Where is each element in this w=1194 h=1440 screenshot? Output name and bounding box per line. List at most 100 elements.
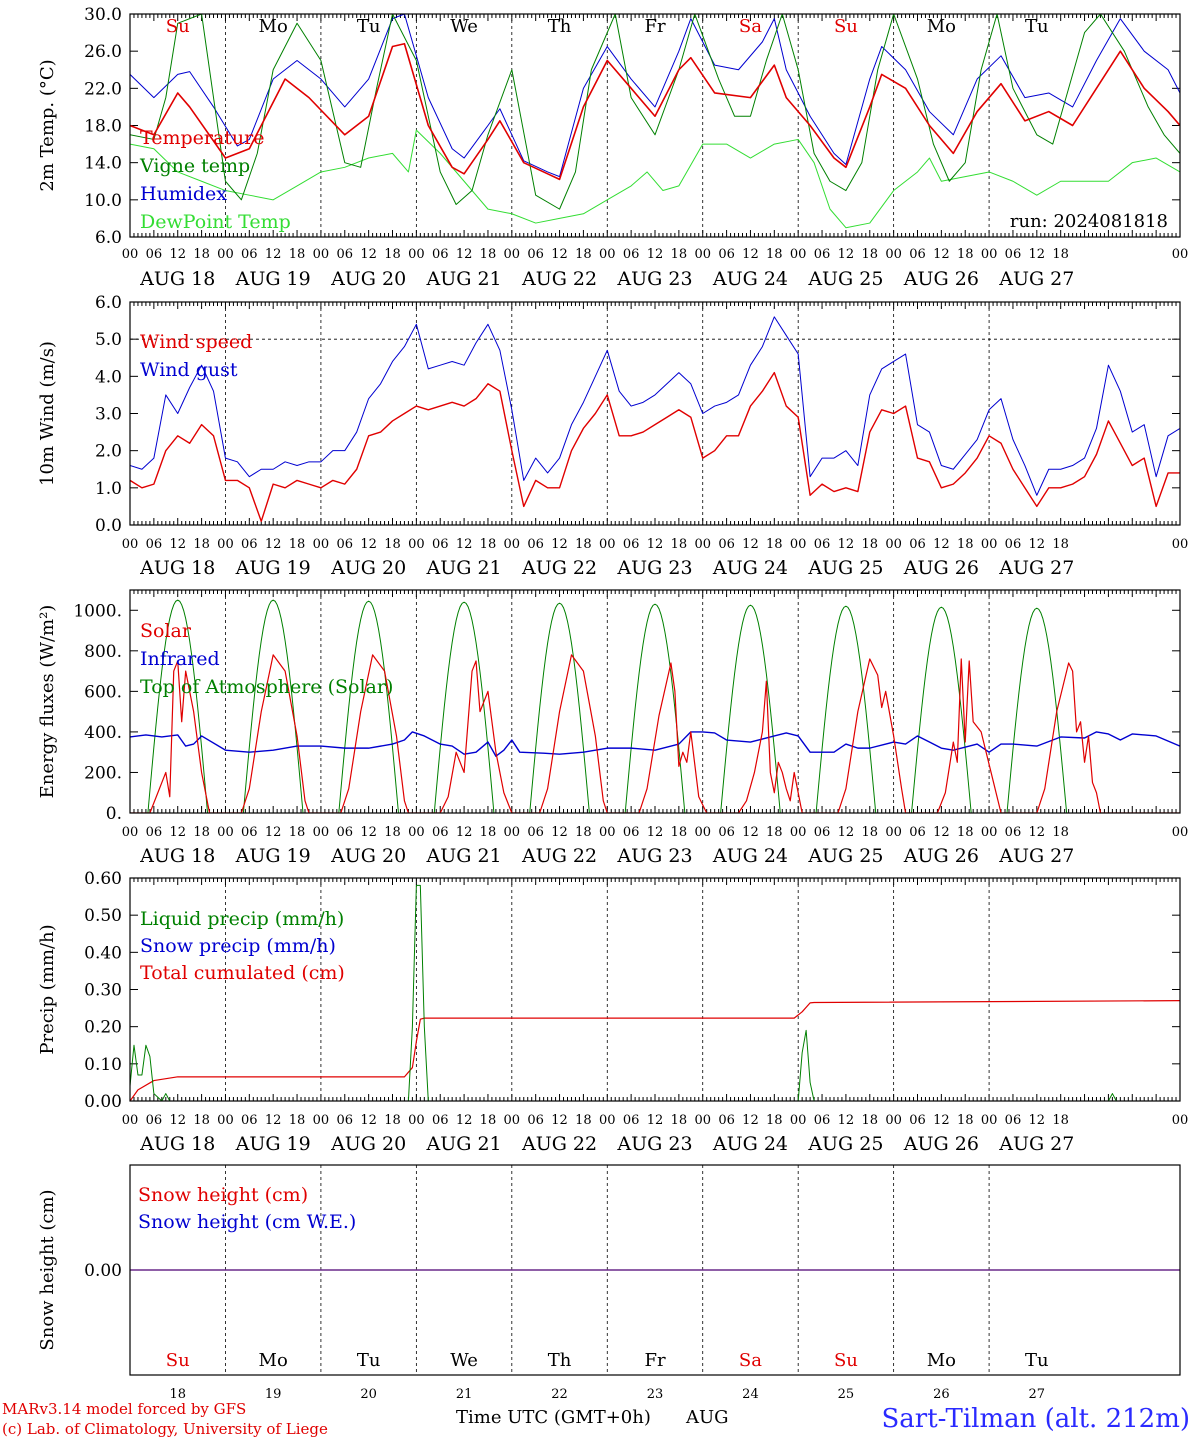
hour-label: 12 [1029, 825, 1046, 840]
plot-frame [129, 301, 1181, 526]
hour-label: 18 [384, 1113, 401, 1128]
date-label: AUG 27 [998, 268, 1074, 290]
hour-label: 06 [146, 1113, 163, 1128]
hour-label: 18 [289, 537, 306, 552]
hour-label: 12 [933, 1113, 950, 1128]
date-label: AUG 22 [521, 268, 597, 290]
hour-label: 18 [766, 537, 783, 552]
series-line-humidex [130, 14, 1180, 178]
hour-label: 06 [623, 825, 640, 840]
hour-label: 18 [1052, 537, 1069, 552]
wind-panel: 0.0 1.0 2.0 3.0 4.0 5.0 6.0 Wind speed Wind gust… [37, 293, 1188, 579]
hour-label: 18 [289, 247, 306, 262]
plot-frame [129, 877, 1181, 1102]
series-line-toa-solar [130, 599, 1180, 813]
weekday-label: Su [834, 16, 858, 37]
hour-label: 06 [718, 247, 735, 262]
legend-entry: Infrared [140, 648, 220, 670]
date-label: AUG 18 [139, 845, 215, 867]
hour-label: 00 [122, 537, 139, 552]
legend-entry: Top of Atmosphere (Solar) [140, 676, 393, 698]
hour-label: 12 [360, 825, 377, 840]
weekday-label: Su [166, 16, 190, 37]
weekday-label: Sa [739, 1350, 762, 1371]
series-line-infrared [130, 731, 1180, 757]
date-label: AUG 22 [521, 557, 597, 579]
hour-label: 12 [360, 537, 377, 552]
weekday-label: We [450, 16, 478, 37]
hour-label: 12 [456, 825, 473, 840]
legend-entry: Snow height (cm W.E.) [138, 1211, 356, 1233]
hour-label: 00 [790, 1113, 807, 1128]
hour-label: 00 [504, 537, 521, 552]
hour-label: 12 [360, 247, 377, 262]
date-label: AUG 23 [616, 1133, 692, 1155]
hour-label: 06 [623, 1113, 640, 1128]
hour-label: 18 [480, 247, 497, 262]
hour-label: 06 [146, 825, 163, 840]
hour-label: 12 [551, 247, 568, 262]
hour-label: 00 [408, 537, 425, 552]
hour-label: 12 [456, 537, 473, 552]
plot-area [130, 884, 1180, 1101]
hour-label: 18 [766, 247, 783, 262]
date-label: AUG 25 [807, 845, 883, 867]
hour-label: 18 [289, 825, 306, 840]
date-label: AUG 27 [998, 1133, 1074, 1155]
legend-entry: Snow precip (mm/h) [140, 935, 336, 957]
hour-label: 06 [527, 537, 544, 552]
series-line-wind-speed [130, 371, 1180, 522]
hour-label: 12 [647, 825, 664, 840]
hour-label: 06 [718, 1113, 735, 1128]
hour-label: 00 [694, 1113, 711, 1128]
hour-label: 06 [527, 825, 544, 840]
hour-label: 06 [146, 247, 163, 262]
hour-label: 18 [193, 1113, 210, 1128]
y-tick-label: 600. [84, 682, 122, 702]
hour-label: 06 [909, 537, 926, 552]
y-tick-label: 800. [84, 642, 122, 662]
legend-entry: Wind gust [140, 359, 238, 381]
hour-label: 00 [122, 1113, 139, 1128]
hour-label: 00 [694, 825, 711, 840]
y-tick-label: 0.00 [84, 1092, 122, 1112]
hour-label: 00 [599, 537, 616, 552]
date-label: AUG 18 [139, 268, 215, 290]
hour-label: 06 [432, 825, 449, 840]
hour-label: 00 [885, 825, 902, 840]
y-tick-label: 6.0 [95, 228, 122, 248]
hour-label: 00 [217, 537, 234, 552]
y-tick-label: 5.0 [95, 330, 122, 350]
y-tick-label: 0.50 [84, 906, 122, 926]
date-label: AUG 24 [712, 557, 788, 579]
hour-label: 12 [1029, 1113, 1046, 1128]
date-label: AUG 20 [330, 845, 406, 867]
hour-label: 00 [313, 247, 330, 262]
day-number: 18 [169, 1387, 186, 1402]
series-line-dewpoint-temp [130, 129, 1180, 229]
hour-label: 12 [647, 247, 664, 262]
hour-label: 12 [647, 537, 664, 552]
y-tick-label: 6.0 [95, 293, 122, 313]
hour-label: 00 [408, 1113, 425, 1128]
hour-label: 06 [527, 1113, 544, 1128]
hour-label: 06 [909, 1113, 926, 1128]
hour-label: 00 [694, 537, 711, 552]
hour-label: 18 [575, 537, 592, 552]
hour-label: 18 [480, 537, 497, 552]
hour-label: 06 [1005, 1113, 1022, 1128]
hour-label: 18 [861, 825, 878, 840]
hour-label: 18 [671, 537, 688, 552]
plot-area [130, 599, 1180, 813]
legend-entry: Snow height (cm) [138, 1184, 308, 1206]
date-label: AUG 22 [521, 845, 597, 867]
date-label: AUG 24 [712, 1133, 788, 1155]
hour-label: 12 [1029, 537, 1046, 552]
y-tick-label: 18.0 [84, 117, 122, 137]
hour-label: 00 [981, 1113, 998, 1128]
legend-entry: DewPoint Temp [140, 211, 291, 233]
hour-label: 18 [861, 537, 878, 552]
date-label: AUG 21 [426, 557, 502, 579]
plot-frame [129, 589, 1181, 814]
